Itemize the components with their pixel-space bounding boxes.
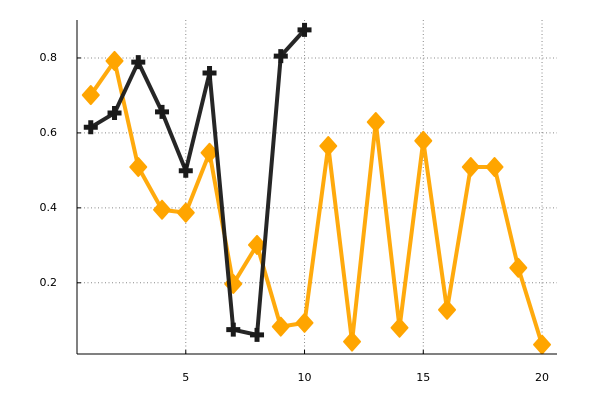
- marker: [319, 136, 338, 157]
- y-tick-label: 0.6: [40, 126, 58, 139]
- marker: [105, 50, 124, 71]
- marker: [176, 202, 195, 223]
- marker: [461, 157, 480, 178]
- marker: [131, 55, 146, 70]
- y-tick-label: 0.4: [40, 201, 58, 214]
- marker: [153, 199, 172, 220]
- marker: [343, 331, 362, 352]
- marker: [271, 316, 290, 337]
- plot: [81, 22, 552, 355]
- marker: [248, 234, 267, 255]
- marker: [295, 312, 314, 333]
- marker: [129, 157, 148, 178]
- marker: [273, 49, 288, 64]
- marker: [390, 317, 409, 338]
- series-line: [89, 28, 307, 337]
- marker: [414, 130, 433, 151]
- marker: [155, 104, 170, 119]
- marker: [533, 334, 552, 355]
- marker: [107, 106, 122, 121]
- marker: [202, 65, 217, 80]
- marker: [178, 163, 193, 178]
- x-tick-label: 20: [535, 371, 549, 384]
- marker: [83, 120, 98, 135]
- marker: [485, 157, 504, 178]
- x-tick-label: 5: [182, 371, 189, 384]
- marker: [509, 257, 528, 278]
- marker: [226, 322, 241, 337]
- marker: [438, 299, 457, 320]
- x-tick-label: 10: [298, 371, 312, 384]
- x-tick-label: 15: [416, 371, 430, 384]
- marker: [297, 22, 312, 37]
- y-tick-label: 0.2: [40, 276, 58, 289]
- y-tick-label: 0.8: [40, 51, 58, 64]
- marker: [81, 85, 100, 106]
- marker: [250, 327, 265, 342]
- marker: [366, 112, 385, 133]
